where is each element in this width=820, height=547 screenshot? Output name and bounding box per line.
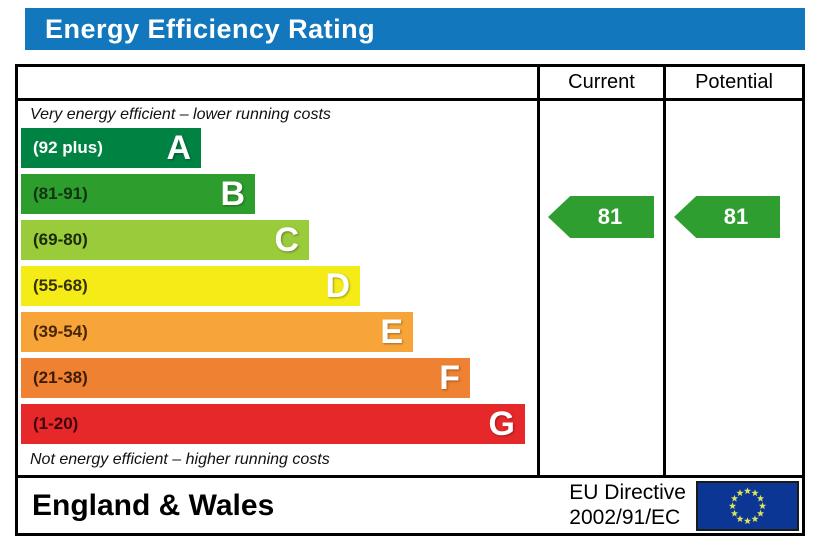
band-f: (21-38) F xyxy=(21,358,470,398)
top-note: Very energy efficient – lower running co… xyxy=(30,106,331,123)
region-label: England & Wales xyxy=(32,488,275,522)
band-range-label: (55-68) xyxy=(33,276,88,295)
band-letter: C xyxy=(274,221,299,259)
band-letter: E xyxy=(380,313,403,351)
eu-directive-label: EU Directive 2002/91/EC xyxy=(569,481,686,529)
chart-body-row: Very energy efficient – lower running co… xyxy=(18,101,802,475)
band-c: (69-80) C xyxy=(21,220,309,260)
band-letter: B xyxy=(220,175,245,213)
band-b: (81-91) B xyxy=(21,174,255,214)
band-d: (55-68) D xyxy=(21,266,360,306)
current-rating-arrow: 81 xyxy=(548,196,654,238)
band-letter: G xyxy=(488,405,515,443)
eu-directive-line2: 2002/91/EC xyxy=(569,505,681,529)
chart-header-row: Current Potential xyxy=(18,67,802,101)
band-range-label: (69-80) xyxy=(33,230,88,249)
bottom-note: Not energy efficient – higher running co… xyxy=(30,451,330,468)
band-e: (39-54) E xyxy=(21,312,413,352)
current-cell: 81 xyxy=(537,101,663,475)
energy-efficiency-chart: Current Potential Very energy efficient … xyxy=(15,64,805,536)
band-list: (92 plus) A (81-91) B (69-80) C (55-68) D (39-54… xyxy=(21,128,525,450)
band-range-label: (21-38) xyxy=(33,368,88,387)
band-letter: F xyxy=(439,359,460,397)
band-letter: D xyxy=(325,267,350,305)
eu-directive-line1: EU Directive xyxy=(569,481,686,505)
band-range-label: (92 plus) xyxy=(33,138,103,157)
header-spacer xyxy=(18,67,537,98)
potential-cell: 81 xyxy=(663,101,802,475)
band-g: (1-20) G xyxy=(21,404,525,444)
band-range-label: (1-20) xyxy=(33,414,79,433)
potential-rating-arrow: 81 xyxy=(674,196,780,238)
column-header-potential: Potential xyxy=(663,67,802,98)
column-header-current: Current xyxy=(537,67,663,98)
eu-flag-icon xyxy=(696,480,799,531)
page-title: Energy Efficiency Rating xyxy=(25,8,805,50)
band-range-label: (39-54) xyxy=(33,322,88,341)
band-range-label: (81-91) xyxy=(33,184,88,203)
band-letter: A xyxy=(166,129,191,167)
bands-cell: Very energy efficient – lower running co… xyxy=(18,101,537,475)
band-a: (92 plus) A xyxy=(21,128,201,168)
chart-footer-row: England & Wales EU Directive 2002/91/EC xyxy=(18,475,802,533)
